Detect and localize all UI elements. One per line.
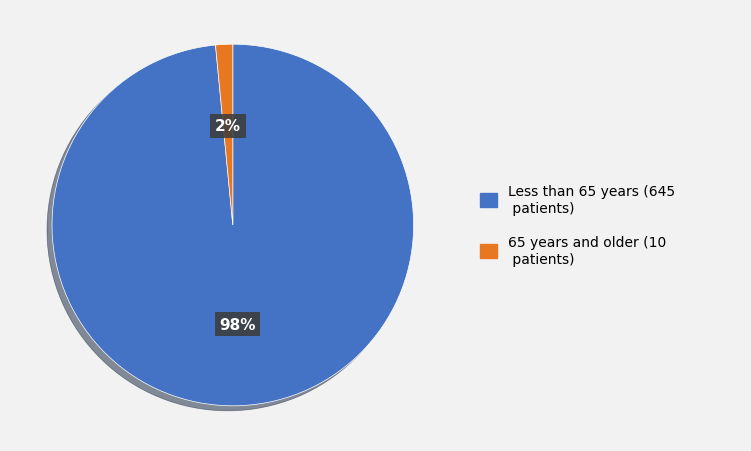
Text: 2%: 2% [215, 119, 241, 134]
Wedge shape [52, 45, 414, 406]
Legend: Less than 65 years (645
 patients), 65 years and older (10
 patients): Less than 65 years (645 patients), 65 ye… [480, 185, 675, 266]
Text: 98%: 98% [219, 317, 256, 332]
Wedge shape [216, 45, 233, 226]
